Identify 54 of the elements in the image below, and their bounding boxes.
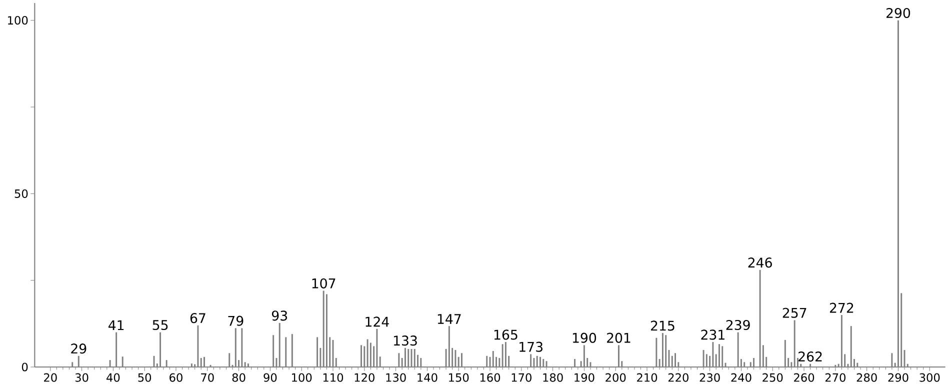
annotation: 290	[886, 8, 910, 18]
x-tick-label: 70	[201, 373, 214, 382]
x-tick-label: 280	[856, 373, 877, 382]
x-tick-label: 220	[668, 373, 688, 382]
annotation: 93	[272, 310, 288, 321]
annotation: 215	[650, 320, 674, 331]
x-tick-label: 140	[418, 373, 438, 382]
annotation: 107	[312, 278, 336, 288]
annotation: 173	[520, 342, 542, 352]
annotation: 79	[228, 316, 244, 326]
x-tick-label: 130	[386, 373, 406, 382]
y-tick-label: 0	[22, 362, 28, 372]
x-tick-label: 260	[794, 373, 814, 382]
x-tick-label: 250	[762, 373, 783, 382]
x-tick-label: 30	[75, 373, 88, 382]
annotation: 124	[366, 316, 389, 327]
annotation: 272	[830, 302, 854, 313]
annotation: 231	[701, 330, 724, 340]
annotation: 190	[572, 332, 596, 343]
x-tick-label: 290	[888, 373, 908, 382]
annotation: 67	[190, 313, 206, 324]
x-tick-label: 120	[354, 373, 374, 382]
annotation: 201	[607, 332, 630, 343]
annotation: 41	[108, 320, 124, 330]
annotation: 55	[152, 320, 168, 330]
annotation: 262	[798, 352, 822, 362]
x-tick-label: 100	[292, 373, 312, 382]
annotation: 257	[782, 308, 806, 318]
x-tick-label: 50	[138, 373, 152, 382]
annotation: 246	[748, 258, 772, 268]
x-tick-label: 170	[512, 373, 532, 382]
x-tick-label: 20	[44, 373, 57, 382]
x-tick-label: 300	[920, 373, 940, 382]
x-tick-label: 190	[574, 373, 594, 382]
x-tick-label: 160	[480, 373, 500, 382]
x-tick-label: 270	[825, 373, 846, 382]
y-tick-label: 100	[8, 16, 28, 25]
annotation: 147	[438, 314, 461, 324]
x-tick-label: 80	[232, 373, 246, 382]
x-tick-label: 180	[543, 373, 563, 382]
annotation: 165	[494, 330, 518, 340]
x-tick-label: 110	[323, 373, 344, 382]
x-tick-label: 40	[106, 373, 120, 382]
x-tick-label: 230	[700, 373, 720, 382]
x-tick-label: 60	[170, 373, 182, 382]
x-tick-label: 240	[731, 373, 752, 382]
x-tick-label: 150	[449, 373, 469, 382]
x-tick-label: 90	[264, 373, 277, 382]
y-tick-label: 50	[14, 189, 28, 198]
annotation: 133	[394, 336, 417, 346]
annotation: 29	[71, 344, 86, 354]
annotation: 239	[726, 320, 750, 330]
x-tick-label: 200	[606, 373, 626, 382]
x-tick-label: 210	[637, 373, 658, 382]
